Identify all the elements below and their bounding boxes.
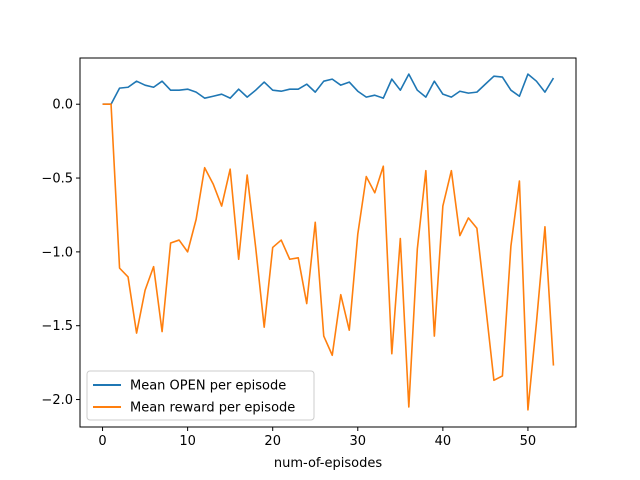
legend: Mean OPEN per episode Mean reward per ep…: [86, 370, 315, 421]
series-layer: [102, 73, 555, 411]
legend-box: [86, 370, 315, 421]
series-line-mean-reward: [102, 103, 555, 411]
x-tick-label: 10: [179, 434, 196, 449]
x-tick-label: 30: [350, 434, 367, 449]
series-line-mean-open: [102, 73, 555, 106]
y-tick-label: −1.0: [41, 245, 73, 260]
x-tick-label: 20: [264, 434, 281, 449]
plot-area: [80, 58, 576, 427]
y-tick-label: −0.5: [41, 172, 73, 187]
x-tick-label: 40: [435, 434, 452, 449]
x-axis-ticks: 0 10 20 30 40 50: [98, 427, 536, 449]
y-axis-ticks: 0.0 −0.5 −1.0 −1.5 −2.0: [41, 98, 80, 408]
x-tick-label: 50: [520, 434, 537, 449]
legend-label-mean-reward: Mean reward per episode: [130, 401, 295, 416]
x-tick-label: 0: [98, 434, 106, 449]
x-axis-label: num-of-episodes: [274, 456, 382, 471]
y-tick-label: −1.5: [41, 319, 73, 334]
legend-label-mean-open: Mean OPEN per episode: [130, 379, 286, 394]
plot-frame: [79, 57, 577, 428]
y-tick-label: 0.0: [52, 98, 73, 113]
y-tick-label: −2.0: [41, 393, 73, 408]
plot-background: [80, 58, 576, 427]
